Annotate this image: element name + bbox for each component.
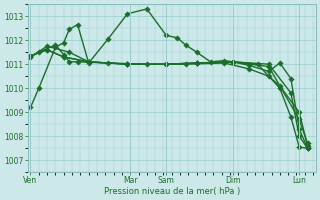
X-axis label: Pression niveau de la mer( hPa ): Pression niveau de la mer( hPa ) xyxy=(104,187,240,196)
